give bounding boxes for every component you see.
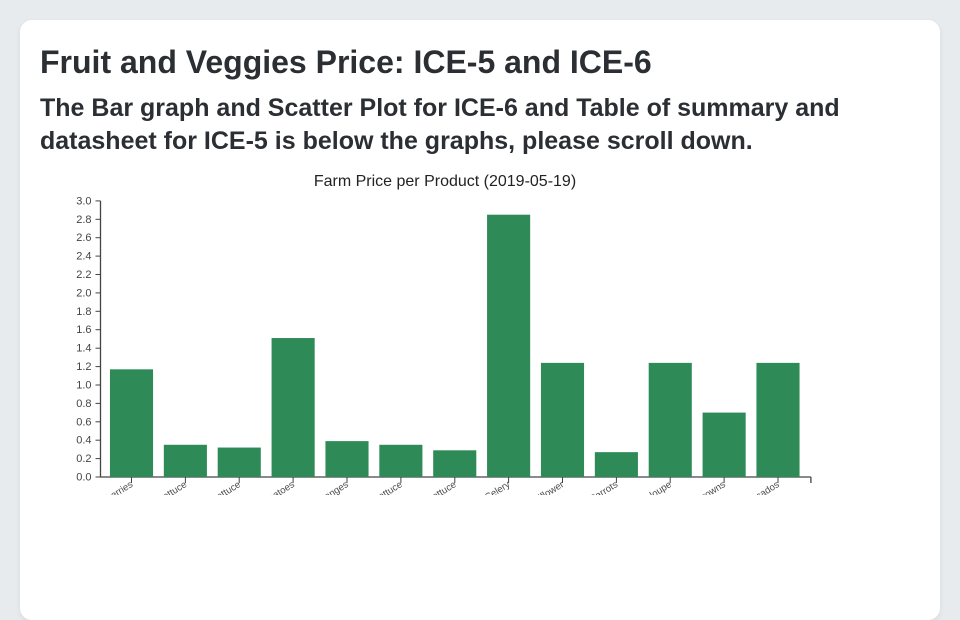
svg-text:1.0: 1.0 (76, 380, 91, 392)
svg-text:Leaf Lettuce: Leaf Lettuce (408, 479, 459, 495)
svg-text:3.0: 3.0 (76, 195, 91, 207)
svg-text:Carrots: Carrots (587, 479, 620, 495)
svg-text:1.4: 1.4 (76, 343, 91, 355)
svg-text:0.6: 0.6 (76, 416, 91, 428)
svg-text:1.2: 1.2 (76, 361, 91, 373)
svg-text:2.4: 2.4 (76, 251, 91, 263)
svg-text:0.8: 0.8 (76, 398, 91, 410)
svg-text:1.8: 1.8 (76, 306, 91, 318)
svg-text:2.0: 2.0 (76, 287, 91, 299)
svg-text:Tomatoes: Tomatoes (256, 479, 297, 495)
svg-text:0.4: 0.4 (76, 435, 91, 447)
svg-text:Cantaloupe: Cantaloupe (626, 479, 673, 495)
svg-text:Oranges: Oranges (314, 479, 351, 495)
svg-text:0.0: 0.0 (76, 472, 91, 484)
svg-text:1.6: 1.6 (76, 324, 91, 336)
svg-text:Butter Lettuce: Butter Lettuce (348, 479, 404, 495)
svg-text:2.2: 2.2 (76, 269, 91, 281)
svg-text:0.2: 0.2 (76, 453, 91, 465)
svg-text:Avocados: Avocados (740, 479, 782, 495)
svg-text:Iceberg Lettuce: Iceberg Lettuce (127, 479, 189, 495)
svg-text:Celery: Celery (483, 479, 513, 495)
svg-text:2.6: 2.6 (76, 232, 91, 244)
svg-text:Cauliflower: Cauliflower (520, 479, 567, 495)
svg-text:2.8: 2.8 (76, 214, 91, 226)
